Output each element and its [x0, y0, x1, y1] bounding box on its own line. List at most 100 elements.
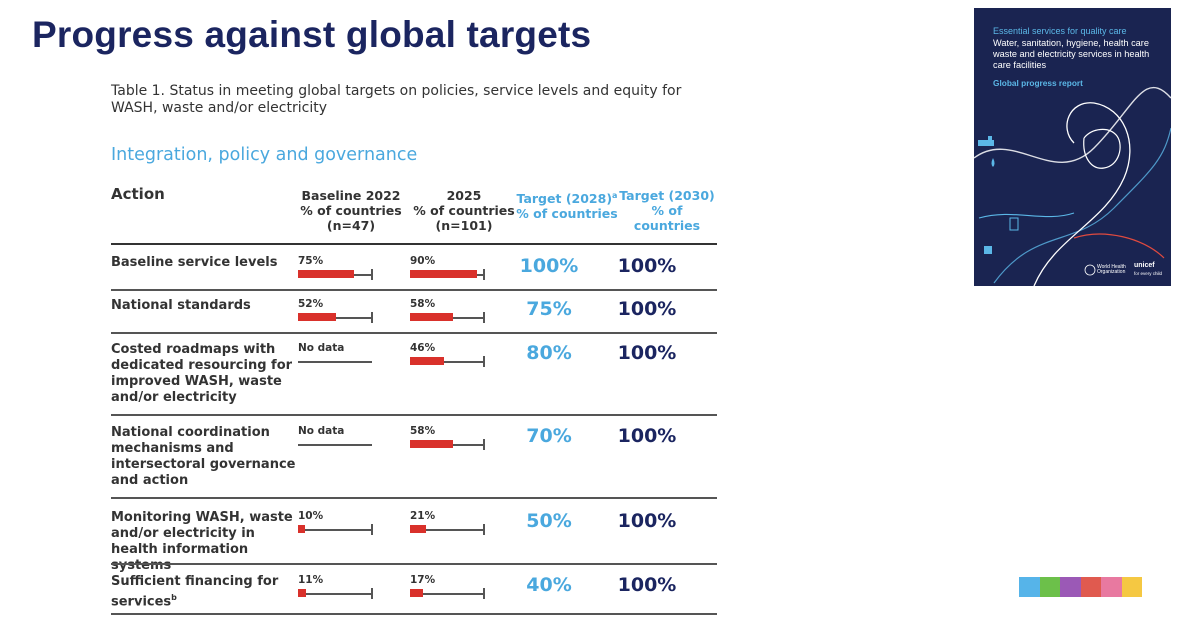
row-divider — [111, 613, 717, 615]
y2025-bar-end-tick — [483, 269, 485, 280]
column-header-2025: 2025 % of countries (n=101) — [408, 188, 520, 233]
row-action: National coordination mechanisms and int… — [111, 425, 296, 488]
row-action: Monitoring WASH, waste and/or electricit… — [111, 510, 293, 573]
row-action-text: Sufficient financing for services — [111, 574, 279, 610]
row-divider — [111, 414, 717, 416]
y2025-bar: 58% — [410, 425, 485, 453]
column-header-target-2028-line1: Target (2028) — [516, 191, 613, 207]
row-divider — [111, 289, 717, 291]
column-header-target-2028: Target (2028)a % of countries — [516, 188, 618, 221]
column-header-target-2028-line2: % of countries — [516, 206, 618, 222]
row-divider — [111, 563, 717, 565]
baseline-bar-label: 52% — [298, 298, 324, 310]
y2025-bar-end-tick — [483, 524, 485, 535]
row-divider — [111, 332, 717, 334]
column-header-target-2030: Target (2030) % of countries — [617, 188, 717, 233]
y2025-bar-track — [410, 593, 484, 595]
target-2030-value: 100% — [617, 298, 677, 320]
color-swatch — [1080, 577, 1101, 597]
y2025-bar-track — [410, 361, 484, 363]
column-header-2025-line3: (n=101) — [435, 218, 493, 233]
baseline-bar-fill — [298, 270, 354, 278]
baseline-bar-label: 11% — [298, 574, 324, 586]
y2025-bar: 17% — [410, 574, 485, 602]
column-header-action: Action — [111, 185, 165, 203]
who-logo-text: World Health Organization — [1097, 265, 1126, 275]
y2025-bar-track — [410, 529, 484, 531]
target-2030-value: 100% — [617, 255, 677, 277]
column-header-baseline-line3: (n=47) — [326, 218, 376, 233]
target-2030-value: 100% — [617, 574, 677, 596]
baseline-bar-label: No data — [298, 342, 345, 354]
column-header-2025-line2: % of countries — [413, 203, 515, 218]
baseline-bar-track — [298, 593, 372, 595]
table-caption: Table 1. Status in meeting global target… — [111, 83, 682, 116]
column-header-baseline: Baseline 2022 % of countries (n=47) — [296, 188, 406, 233]
target-2028-value: 70% — [526, 425, 572, 447]
color-swatch — [1121, 577, 1142, 597]
baseline-bar-track — [298, 361, 372, 363]
y2025-bar: 46% — [410, 342, 485, 370]
y2025-bar: 90% — [410, 255, 485, 283]
y2025-bar-end-tick — [483, 312, 485, 323]
baseline-bar-end-tick — [371, 524, 373, 535]
baseline-bar: 75% — [298, 255, 373, 283]
target-2028-value: 75% — [526, 298, 572, 320]
y2025-bar: 58% — [410, 298, 485, 326]
color-swatch — [1101, 577, 1122, 597]
color-swatch — [1039, 577, 1060, 597]
baseline-bar-label: 75% — [298, 255, 324, 267]
row-divider — [111, 497, 717, 499]
y2025-bar-label: 17% — [410, 574, 436, 586]
who-line2: Organization — [1097, 269, 1126, 275]
target-2028-value: 100% — [519, 255, 579, 277]
target-2030-value: 100% — [617, 510, 677, 532]
y2025-bar-fill — [410, 589, 423, 597]
section-heading: Integration, policy and governance — [111, 145, 418, 165]
y2025-bar-label: 90% — [410, 255, 436, 267]
baseline-bar-end-tick — [371, 269, 373, 280]
y2025-bar-label: 58% — [410, 425, 436, 437]
y2025-bar-fill — [410, 440, 453, 448]
row-action: Baseline service levels — [111, 255, 278, 270]
unicef-logo-text: unicef — [1134, 262, 1155, 269]
y2025-bar-fill — [410, 357, 445, 365]
baseline-bar-fill — [298, 313, 337, 321]
baseline-bar: No data — [298, 425, 372, 453]
baseline-bar: 10% — [298, 510, 373, 538]
target-2028-value: 40% — [526, 574, 572, 596]
y2025-bar-fill — [410, 270, 477, 278]
column-header-target-2030-line2: % of countries — [633, 203, 701, 233]
who-line1: World Health — [1097, 264, 1126, 270]
y2025-bar-label: 21% — [410, 510, 436, 522]
color-strip — [1019, 577, 1142, 597]
y2025-bar: 21% — [410, 510, 485, 538]
y2025-bar-fill — [410, 313, 453, 321]
cover-artwork — [974, 86, 1171, 286]
target-2028-value: 80% — [526, 342, 572, 364]
header-rule — [111, 243, 717, 245]
target-2028-value: 50% — [526, 510, 572, 532]
report-cover: Essential services for quality care Wate… — [974, 8, 1171, 286]
baseline-bar-label: 10% — [298, 510, 324, 522]
baseline-bar-end-tick — [371, 588, 373, 599]
column-header-baseline-line2: % of countries — [300, 203, 402, 218]
row-action: National standards — [111, 298, 251, 313]
unicef-tagline: for every child — [1134, 271, 1163, 276]
y2025-bar-label: 58% — [410, 298, 436, 310]
cover-report-label: Global progress report — [993, 78, 1083, 88]
baseline-bar-end-tick — [371, 312, 373, 323]
y2025-bar-fill — [410, 525, 426, 533]
baseline-bar: 11% — [298, 574, 373, 602]
cover-heading: Essential services for quality care — [993, 26, 1127, 36]
baseline-bar-fill — [298, 589, 307, 597]
target-2030-value: 100% — [617, 342, 677, 364]
row-action: Costed roadmaps with dedicated resourcin… — [111, 342, 293, 405]
column-header-target-2030-line1: Target (2030) — [619, 188, 715, 203]
row-action-footnote: b — [171, 593, 177, 602]
baseline-bar-label: No data — [298, 425, 345, 437]
slide-title: Progress against global targets — [32, 14, 592, 55]
baseline-bar: 52% — [298, 298, 373, 326]
column-header-2025-line1: 2025 — [446, 188, 482, 203]
y2025-bar-end-tick — [483, 356, 485, 367]
